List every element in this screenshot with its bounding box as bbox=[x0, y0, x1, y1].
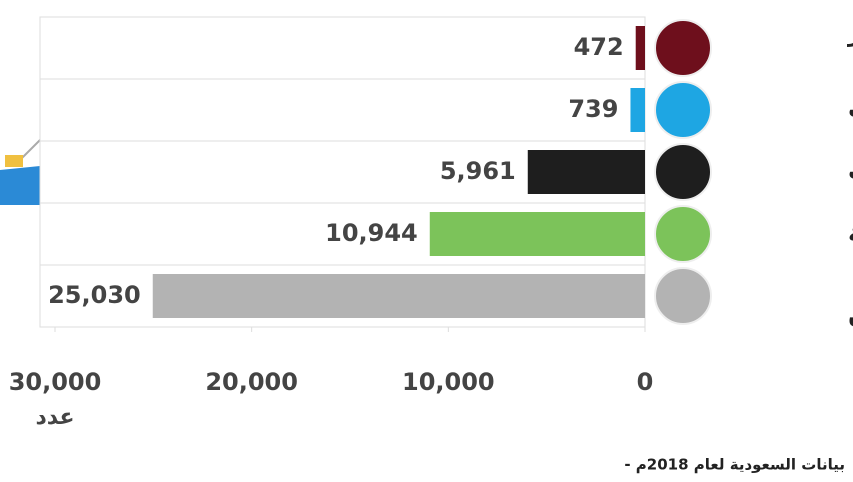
row-bg bbox=[39, 78, 646, 142]
value-label: 5,961 bbox=[440, 157, 516, 185]
value-label: 10,944 bbox=[325, 219, 418, 247]
x-tick-label: 0 bbox=[637, 368, 654, 396]
flag bbox=[654, 267, 712, 325]
x-axis-label: عدد bbox=[35, 405, 74, 430]
flag bbox=[654, 81, 712, 139]
bar bbox=[630, 88, 645, 132]
flag bbox=[654, 143, 712, 201]
bar bbox=[429, 212, 645, 256]
x-tick-label: 10,000 bbox=[402, 368, 495, 396]
x-tick-label: 20,000 bbox=[205, 368, 298, 396]
flag bbox=[654, 205, 712, 263]
value-label: 25,030 bbox=[48, 281, 141, 309]
value-label: 472 bbox=[574, 33, 624, 61]
category-label: عمان bbox=[848, 301, 853, 329]
category-label: الكويت bbox=[848, 95, 853, 123]
note: - بيانات السعودية لعام 2018م bbox=[624, 456, 845, 474]
bar bbox=[527, 150, 645, 194]
row-bg bbox=[39, 16, 646, 80]
category-label: السعودية bbox=[848, 219, 853, 247]
bar bbox=[152, 274, 645, 318]
bar bbox=[635, 26, 645, 70]
flag bbox=[654, 19, 712, 77]
category-label: قطر bbox=[847, 19, 853, 47]
category-label: الإمارات bbox=[848, 157, 853, 185]
x-tick-label: 30,000 bbox=[9, 368, 102, 396]
value-label: 739 bbox=[568, 95, 618, 123]
